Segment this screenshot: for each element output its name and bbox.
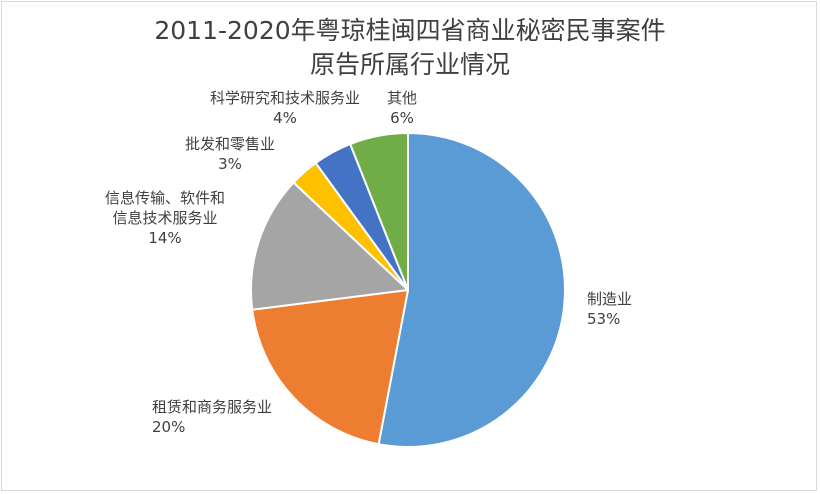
slice-category-label: 其他 [387, 89, 417, 107]
chart-title-line-1: 2011-2020年粤琼桂闽四省商业秘密民事案件 [154, 16, 666, 45]
chart-title: 2011-2020年粤琼桂闽四省商业秘密民事案件 原告所属行业情况 [0, 14, 820, 82]
slice-category-label: 批发和零售业 [185, 135, 275, 153]
slice-category-label: 信息技术服务业 [112, 209, 217, 227]
pie-slices [250, 132, 566, 448]
slice-percent-label: 14% [148, 229, 181, 247]
slice-percent-label: 6% [390, 109, 414, 127]
chart-title-line-2: 原告所属行业情况 [309, 50, 510, 79]
slice-percent-label: 3% [218, 155, 242, 173]
pie-slice [349, 132, 409, 291]
slice-category-label: 制造业 [587, 290, 632, 308]
pie-slice [250, 181, 409, 311]
slice-percent-label: 20% [152, 418, 185, 436]
slice-percent-label: 53% [587, 310, 620, 328]
slice-category-label: 租赁和商务服务业 [152, 398, 272, 416]
pie-slice [251, 289, 409, 446]
pie-slice [377, 132, 566, 448]
slice-category-label: 科学研究和技术服务业 [210, 89, 360, 107]
slice-percent-label: 4% [273, 109, 297, 127]
slice-category-label: 信息传输、软件和 [105, 189, 225, 207]
